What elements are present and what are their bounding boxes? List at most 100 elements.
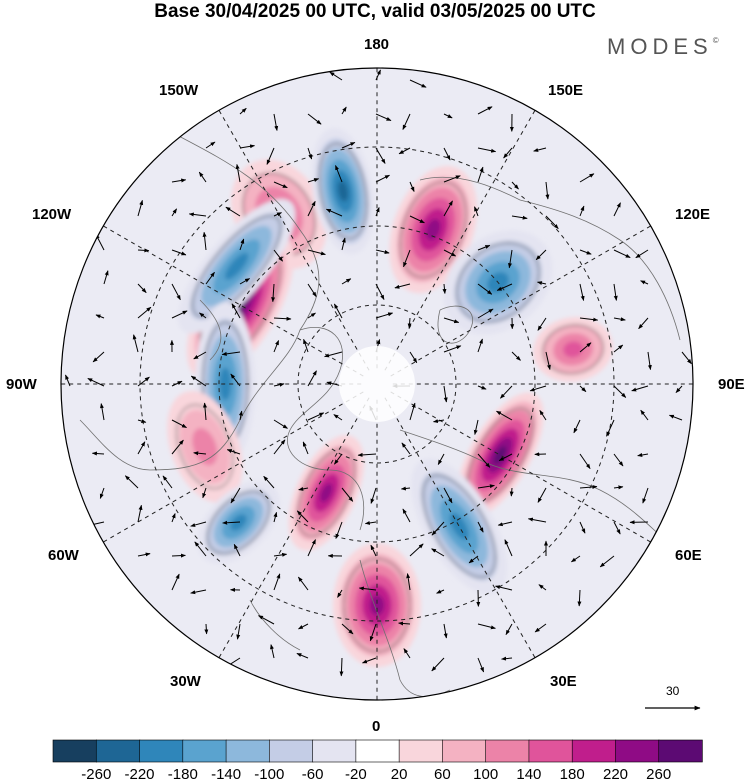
wind-vector — [443, 249, 457, 257]
wind-vector — [307, 113, 322, 125]
wind-vector — [534, 623, 547, 633]
wind-vector — [635, 249, 649, 259]
wind-vector — [341, 237, 346, 251]
wind-vector — [579, 342, 592, 353]
wind-vector — [637, 452, 649, 457]
colorbar-tick-label: 100 — [473, 766, 499, 783]
lon-label-0: 0 — [372, 718, 381, 735]
wind-vector — [407, 317, 412, 329]
wind-vector — [273, 439, 286, 455]
meridian-line — [390, 391, 651, 543]
wind-vector — [398, 147, 411, 155]
wind-vector — [477, 166, 484, 183]
wind-vector — [511, 351, 521, 361]
wind-vector — [171, 380, 183, 387]
lon-label-90e: 90E — [718, 376, 745, 393]
wind-vector — [579, 283, 585, 301]
wind-vector — [504, 539, 513, 557]
wind-vector — [537, 317, 547, 331]
colorbar-tick-label: -140 — [211, 766, 242, 783]
wind-vector — [188, 212, 207, 217]
brand-text: MODES — [607, 34, 713, 59]
colorbar-tick-label: 260 — [646, 766, 672, 783]
lon-label-120e: 120E — [675, 206, 711, 223]
wind-vector — [375, 249, 390, 254]
lon-label-60w: 60W — [48, 547, 79, 564]
wind-vector — [431, 521, 445, 536]
wind-vector — [443, 385, 448, 403]
wind-vector — [477, 244, 491, 251]
wind-vector — [137, 283, 147, 293]
wind-vector — [613, 485, 624, 490]
wind-vector — [613, 521, 621, 535]
wind-vector — [375, 207, 380, 217]
wind-vector — [273, 340, 280, 353]
wind-vector — [681, 351, 692, 365]
wind-vector — [375, 113, 392, 122]
wind-vector — [477, 283, 493, 295]
lon-label-90w: 90W — [6, 376, 37, 393]
wind-vector — [503, 147, 513, 159]
wind-vector — [171, 249, 187, 256]
wind-vector — [477, 338, 483, 353]
wind-vector — [409, 543, 424, 557]
wind-vector — [194, 541, 207, 557]
wind-vector — [370, 487, 377, 504]
colorbar-tick-label: 180 — [559, 766, 585, 783]
wind-vector — [375, 69, 381, 81]
colorbar-tick-label: 220 — [602, 766, 629, 783]
wind-vector — [270, 644, 275, 659]
lon-label-120w: 120W — [32, 206, 72, 223]
modes-logo: MODES© — [607, 34, 719, 60]
wind-vector — [675, 385, 683, 393]
wind-vector — [341, 106, 347, 115]
wind-vector — [297, 576, 309, 591]
coastline — [199, 299, 222, 361]
wind-vector — [99, 403, 105, 421]
wind-vector — [599, 555, 615, 568]
wind-vector — [95, 314, 105, 319]
lon-label-30e: 30E — [550, 673, 577, 690]
wind-vector — [579, 484, 598, 489]
wind-vector — [400, 486, 411, 491]
wind-vector — [273, 382, 285, 387]
meridian-line — [103, 391, 364, 543]
wind-vector — [273, 511, 278, 523]
wind-vector — [443, 623, 448, 639]
contour-line — [399, 181, 467, 278]
wind-vector — [307, 312, 316, 319]
colorbar-tick-label: -220 — [124, 766, 155, 783]
colorbar-tick-label: 60 — [434, 766, 451, 783]
wind-vector — [271, 283, 276, 303]
wind-vector — [307, 200, 316, 217]
meridian-line — [218, 110, 370, 371]
wind-vector — [402, 508, 411, 523]
wind-vector — [335, 165, 343, 183]
wind-vector — [357, 452, 377, 457]
wind-vector — [137, 419, 147, 423]
coastline — [249, 599, 301, 651]
colorbar-swatch — [615, 739, 660, 763]
wind-vector — [443, 487, 453, 504]
wind-vector — [263, 475, 275, 489]
colorbar — [52, 739, 703, 763]
wind-vector — [137, 199, 144, 217]
wind-vector — [370, 544, 377, 557]
coastline — [419, 176, 681, 341]
wind-vector — [239, 238, 245, 251]
wind-vector — [87, 377, 105, 387]
wind-vector — [431, 548, 445, 557]
contour-line — [542, 324, 604, 375]
contour-line — [207, 491, 270, 554]
wind-vector — [539, 409, 547, 421]
wind-vector — [477, 521, 484, 533]
wind-vector — [302, 441, 309, 455]
wind-vector — [613, 283, 618, 301]
wind-vector — [190, 521, 207, 527]
wind-vector — [495, 585, 513, 591]
wind-vector — [640, 409, 649, 421]
wind-vector — [199, 312, 207, 319]
coastline — [399, 429, 691, 561]
wind-vector — [613, 317, 626, 322]
